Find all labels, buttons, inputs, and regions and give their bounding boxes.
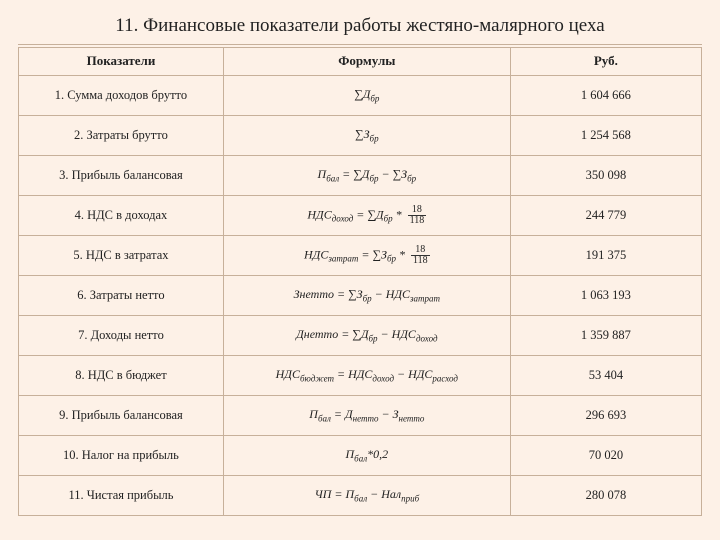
formula-cell: НДСдоход = ∑Дбр * 18118 xyxy=(223,195,510,235)
col-indicator: Показатели xyxy=(19,47,224,75)
indicator-cell: 5. НДС в затратах xyxy=(19,235,224,275)
value-cell: 244 779 xyxy=(510,195,701,235)
formula-cell: ∑Збр xyxy=(223,115,510,155)
formula-cell: Пбал = ∑Дбр − ∑Збр xyxy=(223,155,510,195)
formula-cell: Днетто = ∑Дбр − НДСдоход xyxy=(223,315,510,355)
table-row: 1. Сумма доходов брутто∑Дбр1 604 666 xyxy=(19,75,702,115)
value-cell: 280 078 xyxy=(510,475,701,515)
indicator-cell: 6. Затраты нетто xyxy=(19,275,224,315)
table-header-row: Показатели Формулы Руб. xyxy=(19,47,702,75)
table-row: 4. НДС в доходахНДСдоход = ∑Дбр * 181182… xyxy=(19,195,702,235)
formula-cell: НДСзатрат = ∑Збр * 18118 xyxy=(223,235,510,275)
indicator-cell: 8. НДС в бюджет xyxy=(19,355,224,395)
table-row: 11. Чистая прибыльЧП = Пбал − Налприб280… xyxy=(19,475,702,515)
value-cell: 296 693 xyxy=(510,395,701,435)
value-cell: 1 063 193 xyxy=(510,275,701,315)
table-row: 8. НДС в бюджетНДСбюджет = НДСдоход − НД… xyxy=(19,355,702,395)
page-title: 11. Финансовые показатели работы жестяно… xyxy=(18,10,702,45)
col-value: Руб. xyxy=(510,47,701,75)
formula-cell: НДСбюджет = НДСдоход − НДСрасход xyxy=(223,355,510,395)
table-row: 5. НДС в затратахНДСзатрат = ∑Збр * 1811… xyxy=(19,235,702,275)
value-cell: 53 404 xyxy=(510,355,701,395)
table-row: 10. Налог на прибыльПбал*0,270 020 xyxy=(19,435,702,475)
table-row: 6. Затраты неттоЗнетто = ∑Збр − НДСзатра… xyxy=(19,275,702,315)
formula-cell: ∑Дбр xyxy=(223,75,510,115)
indicator-cell: 11. Чистая прибыль xyxy=(19,475,224,515)
indicator-cell: 9. Прибыль балансовая xyxy=(19,395,224,435)
table-row: 3. Прибыль балансоваяПбал = ∑Дбр − ∑Збр3… xyxy=(19,155,702,195)
table-row: 9. Прибыль балансоваяПбал = Днетто − Зне… xyxy=(19,395,702,435)
table-row: 7. Доходы неттоДнетто = ∑Дбр − НДСдоход1… xyxy=(19,315,702,355)
indicator-cell: 4. НДС в доходах xyxy=(19,195,224,235)
formula-cell: Пбал = Днетто − Знетто xyxy=(223,395,510,435)
indicator-cell: 10. Налог на прибыль xyxy=(19,435,224,475)
value-cell: 1 604 666 xyxy=(510,75,701,115)
col-formula: Формулы xyxy=(223,47,510,75)
value-cell: 350 098 xyxy=(510,155,701,195)
formula-cell: Пбал*0,2 xyxy=(223,435,510,475)
formula-cell: ЧП = Пбал − Налприб xyxy=(223,475,510,515)
value-cell: 1 359 887 xyxy=(510,315,701,355)
table-row: 2. Затраты брутто∑Збр1 254 568 xyxy=(19,115,702,155)
value-cell: 1 254 568 xyxy=(510,115,701,155)
indicator-cell: 1. Сумма доходов брутто xyxy=(19,75,224,115)
indicator-cell: 3. Прибыль балансовая xyxy=(19,155,224,195)
financial-table: Показатели Формулы Руб. 1. Сумма доходов… xyxy=(18,47,702,516)
indicator-cell: 2. Затраты брутто xyxy=(19,115,224,155)
indicator-cell: 7. Доходы нетто xyxy=(19,315,224,355)
value-cell: 191 375 xyxy=(510,235,701,275)
value-cell: 70 020 xyxy=(510,435,701,475)
formula-cell: Знетто = ∑Збр − НДСзатрат xyxy=(223,275,510,315)
